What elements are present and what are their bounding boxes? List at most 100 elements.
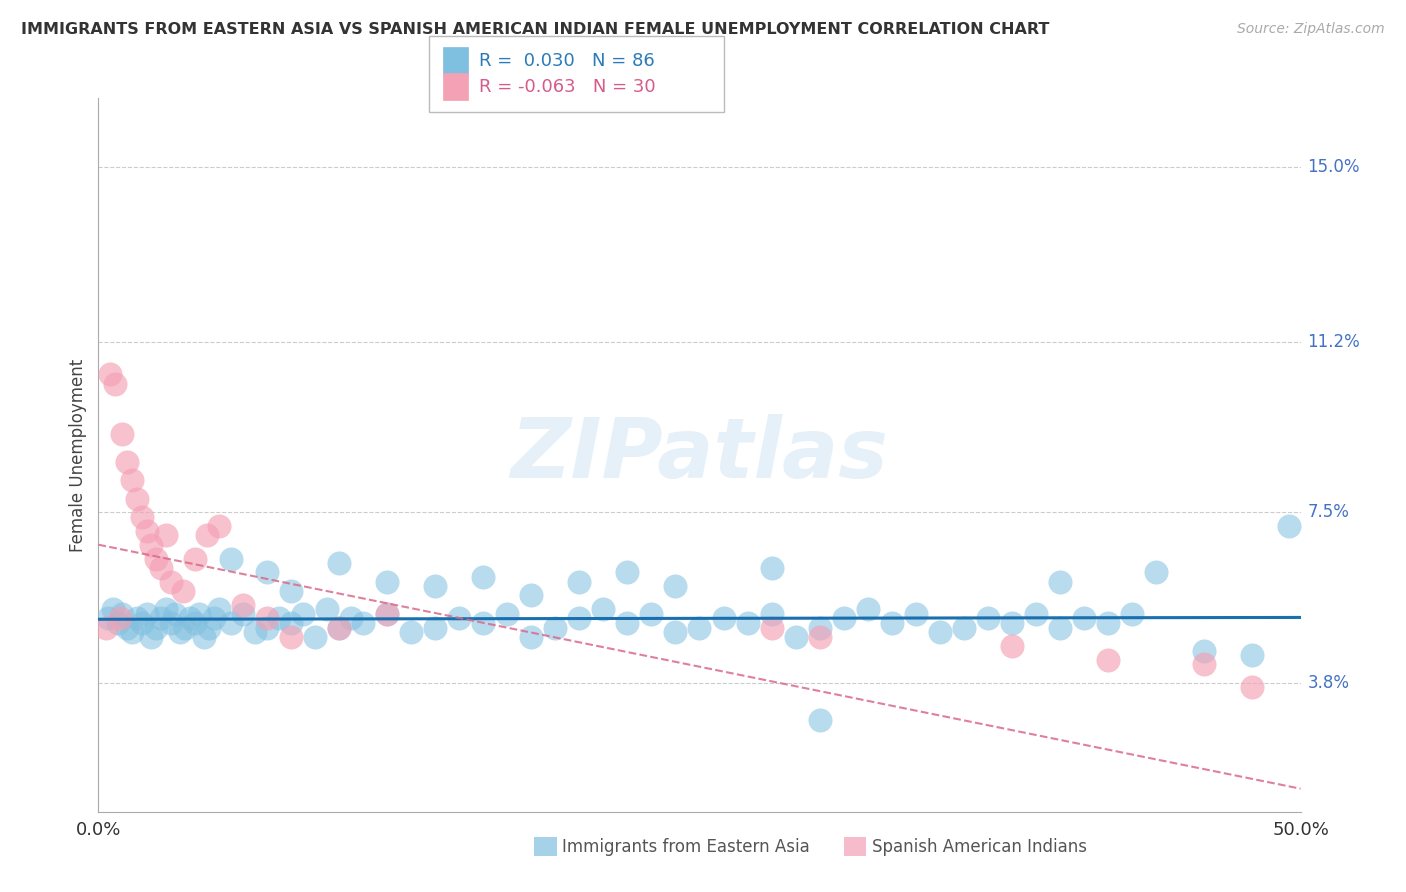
- Point: [256, 611, 278, 625]
- Point: [340, 611, 363, 625]
- Point: [145, 551, 167, 566]
- Point: [1277, 519, 1299, 533]
- Point: [280, 583, 302, 598]
- Text: 15.0%: 15.0%: [1308, 158, 1360, 177]
- Point: [664, 625, 686, 640]
- Point: [232, 607, 254, 621]
- Point: [544, 621, 567, 635]
- Point: [111, 427, 134, 442]
- Point: [761, 621, 783, 635]
- Point: [188, 607, 211, 621]
- Point: [1241, 681, 1264, 695]
- Point: [880, 615, 903, 630]
- Point: [135, 607, 157, 621]
- Point: [141, 630, 163, 644]
- Point: [447, 611, 470, 625]
- Point: [256, 621, 278, 635]
- Point: [1049, 621, 1071, 635]
- Point: [219, 615, 242, 630]
- Point: [640, 607, 662, 621]
- Point: [520, 630, 543, 644]
- Point: [472, 615, 495, 630]
- Point: [1001, 615, 1024, 630]
- Point: [761, 560, 783, 574]
- Point: [149, 611, 172, 625]
- Text: ZIPatlas: ZIPatlas: [510, 415, 889, 495]
- Point: [375, 574, 398, 589]
- Point: [304, 630, 326, 644]
- Point: [107, 615, 129, 630]
- Text: R = -0.063   N = 30: R = -0.063 N = 30: [479, 78, 657, 95]
- Point: [256, 566, 278, 580]
- Point: [1144, 566, 1167, 580]
- Point: [202, 611, 225, 625]
- Point: [496, 607, 519, 621]
- Text: Source: ZipAtlas.com: Source: ZipAtlas.com: [1237, 22, 1385, 37]
- Point: [328, 621, 350, 635]
- Point: [904, 607, 927, 621]
- Point: [104, 376, 127, 391]
- Point: [737, 615, 759, 630]
- Point: [977, 611, 1000, 625]
- Point: [208, 519, 231, 533]
- Point: [352, 615, 374, 630]
- Point: [159, 574, 181, 589]
- Point: [135, 524, 157, 538]
- Point: [101, 602, 124, 616]
- Point: [616, 566, 638, 580]
- Point: [568, 611, 591, 625]
- Point: [172, 583, 194, 598]
- Text: 7.5%: 7.5%: [1308, 503, 1350, 522]
- Point: [121, 625, 143, 640]
- Point: [713, 611, 735, 625]
- Point: [149, 560, 172, 574]
- Text: Immigrants from Eastern Asia: Immigrants from Eastern Asia: [562, 838, 810, 855]
- Point: [1049, 574, 1071, 589]
- Point: [856, 602, 879, 616]
- Point: [219, 551, 242, 566]
- Point: [117, 621, 139, 635]
- Point: [1097, 653, 1119, 667]
- Point: [423, 621, 446, 635]
- Text: IMMIGRANTS FROM EASTERN ASIA VS SPANISH AMERICAN INDIAN FEMALE UNEMPLOYMENT CORR: IMMIGRANTS FROM EASTERN ASIA VS SPANISH …: [21, 22, 1049, 37]
- Point: [155, 528, 177, 542]
- Point: [328, 556, 350, 570]
- Point: [1025, 607, 1047, 621]
- Point: [198, 621, 221, 635]
- Point: [280, 630, 302, 644]
- Point: [1097, 615, 1119, 630]
- Point: [472, 570, 495, 584]
- Point: [568, 574, 591, 589]
- Point: [1073, 611, 1095, 625]
- Point: [174, 621, 197, 635]
- Point: [183, 551, 205, 566]
- Point: [808, 621, 831, 635]
- Text: R =  0.030   N = 86: R = 0.030 N = 86: [479, 52, 655, 70]
- Point: [108, 611, 131, 625]
- Point: [111, 607, 134, 621]
- Point: [1001, 639, 1024, 653]
- Point: [125, 611, 148, 625]
- Text: 3.8%: 3.8%: [1308, 673, 1350, 692]
- Point: [375, 607, 398, 621]
- Point: [159, 615, 181, 630]
- Text: 11.2%: 11.2%: [1308, 333, 1361, 351]
- Point: [94, 621, 117, 635]
- Point: [208, 602, 231, 616]
- Point: [243, 625, 266, 640]
- Point: [688, 621, 710, 635]
- Point: [315, 602, 337, 616]
- Point: [183, 615, 205, 630]
- Point: [155, 602, 177, 616]
- Point: [145, 621, 167, 635]
- Point: [232, 598, 254, 612]
- Point: [1194, 643, 1216, 657]
- Point: [808, 713, 831, 727]
- Point: [169, 625, 191, 640]
- Point: [195, 528, 218, 542]
- Point: [1194, 657, 1216, 672]
- Point: [399, 625, 422, 640]
- Y-axis label: Female Unemployment: Female Unemployment: [69, 359, 87, 551]
- Point: [953, 621, 976, 635]
- Text: Spanish American Indians: Spanish American Indians: [872, 838, 1087, 855]
